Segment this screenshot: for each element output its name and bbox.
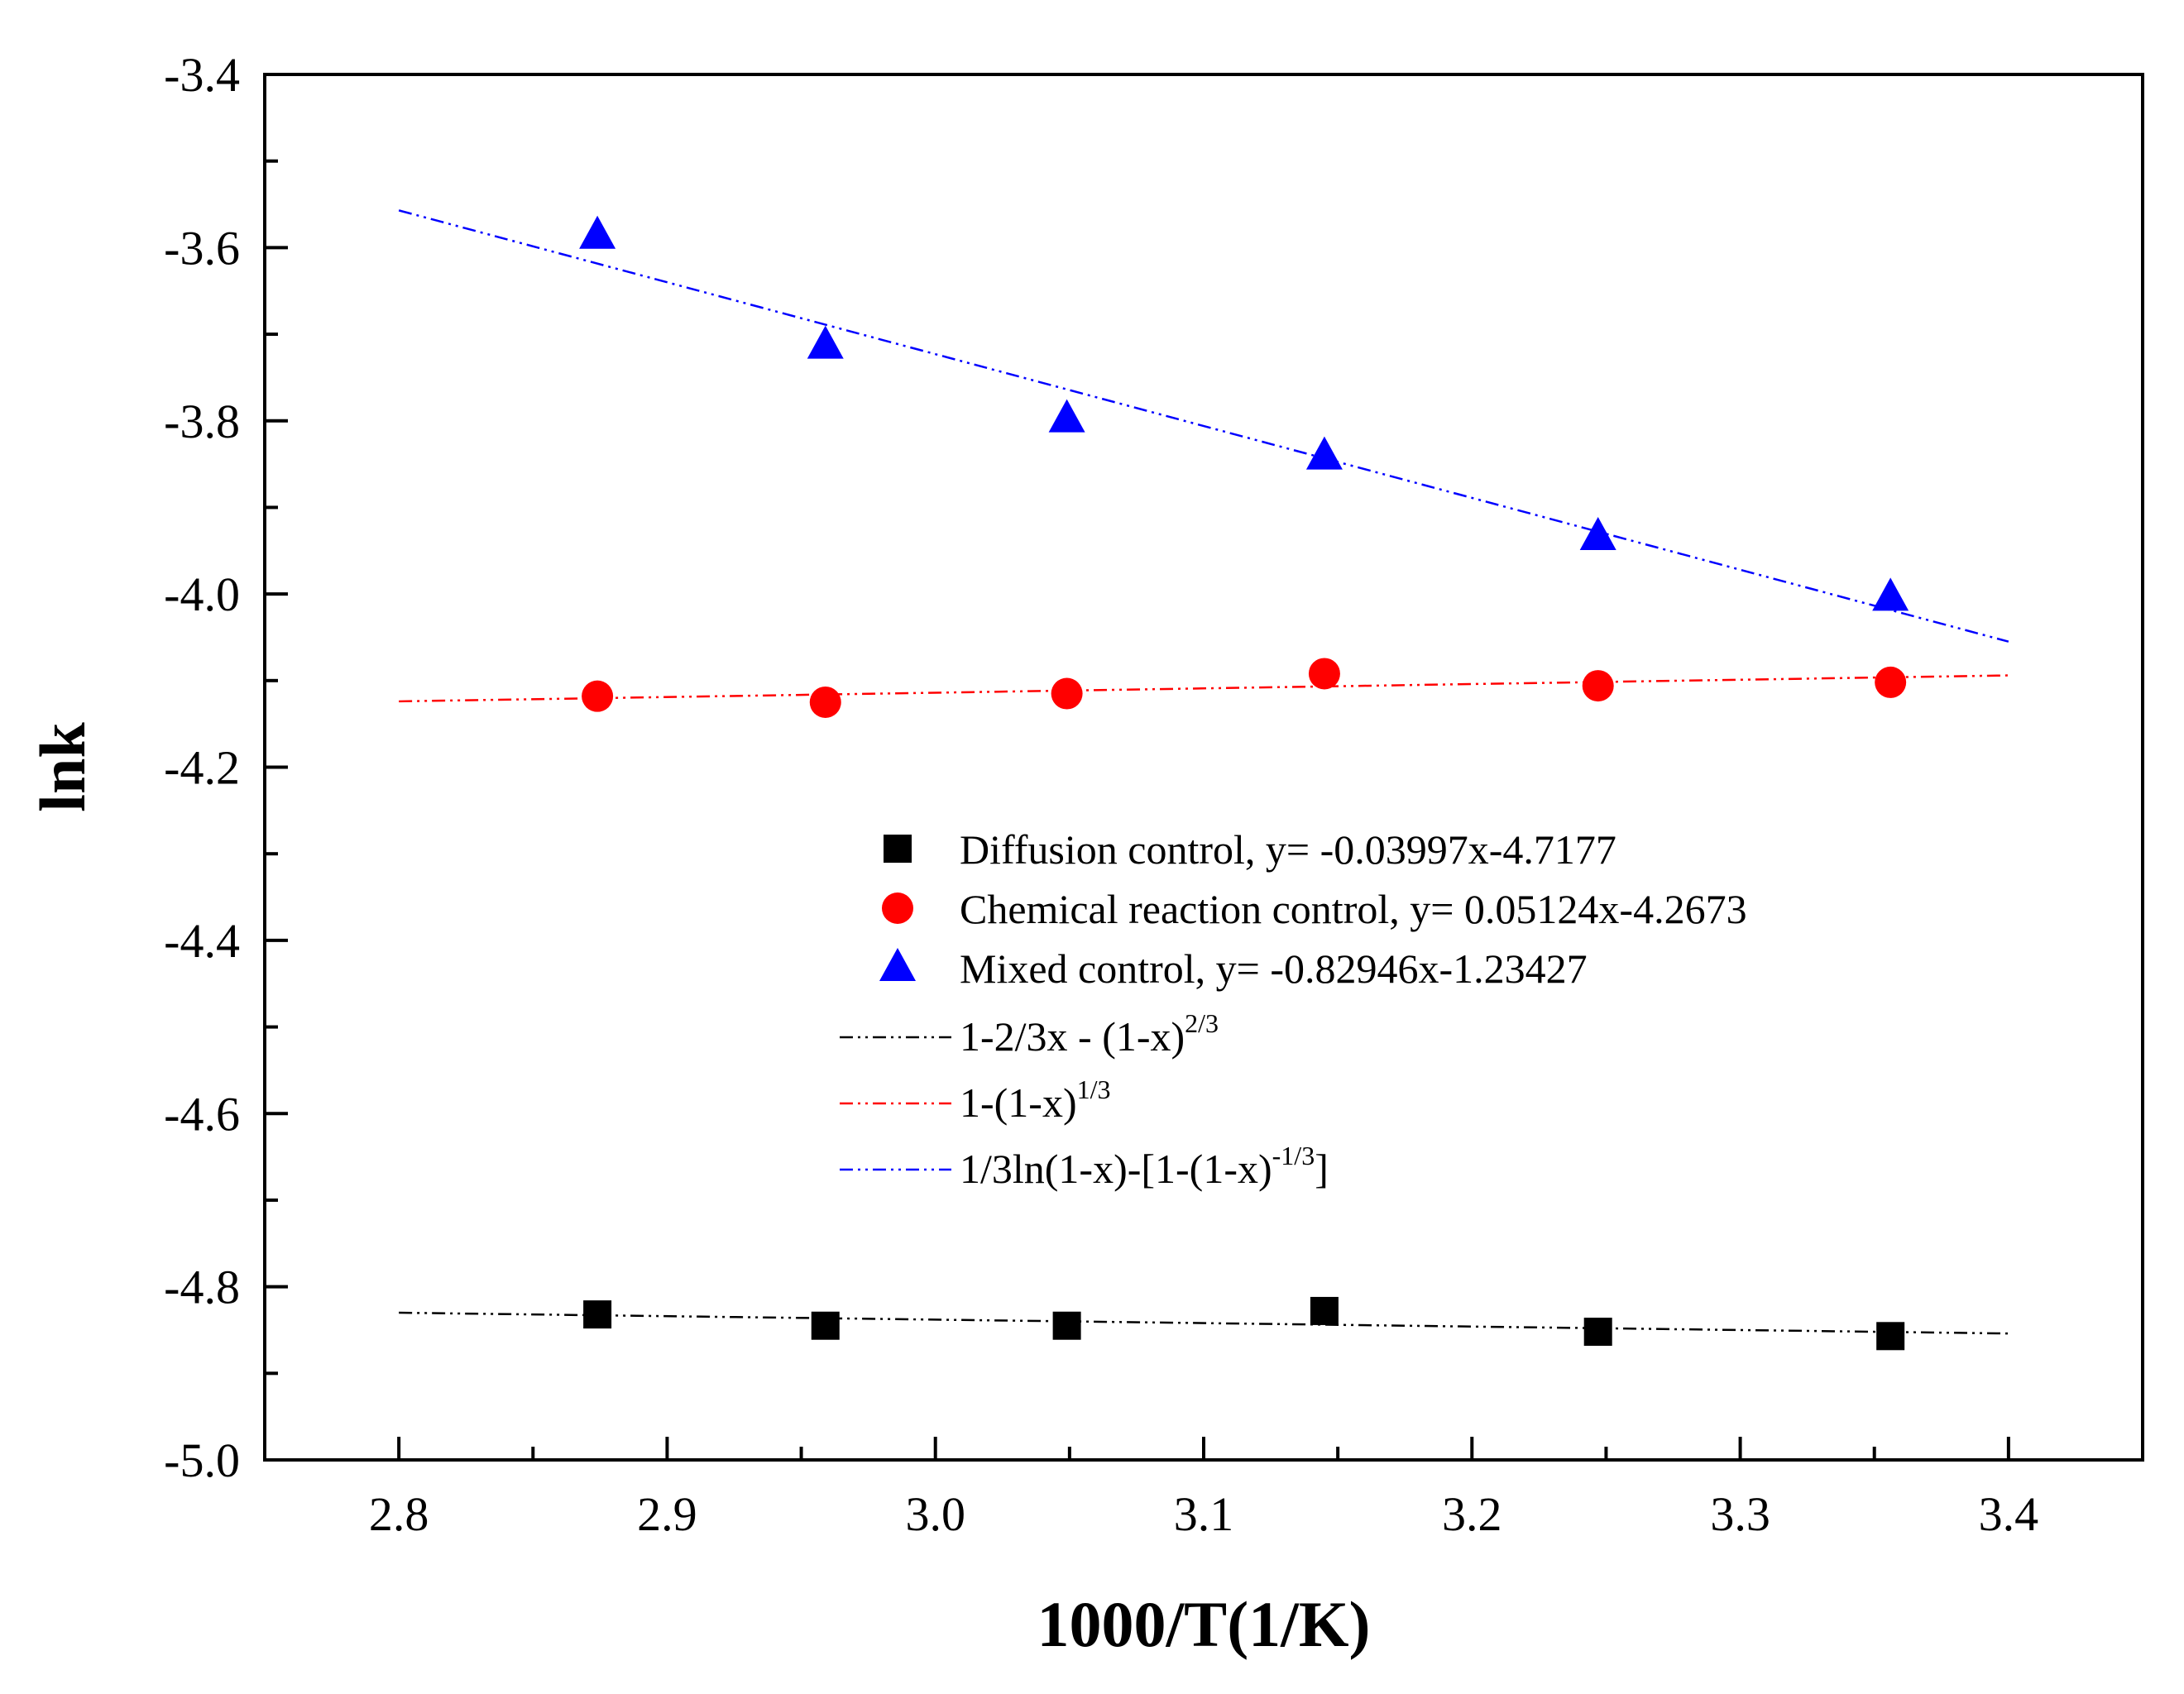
- mixed-control-point: [579, 215, 616, 249]
- chemical-reaction-control-point: [1582, 670, 1614, 702]
- y-axis-title: lnk: [26, 722, 98, 812]
- y-tick-label: -4.8: [164, 1261, 240, 1314]
- x-tick-label: 3.4: [1979, 1487, 2039, 1541]
- chemical-reaction-control-point: [1875, 666, 1907, 698]
- legend-diffusion-fit-label: 1-2/3x - (1-x)2/3: [960, 1008, 1219, 1060]
- x-tick-label: 3.2: [1442, 1487, 1502, 1541]
- y-tick-label: -4.2: [164, 741, 240, 795]
- y-tick-label: -4.0: [164, 567, 240, 621]
- diffusion-fit-line: [399, 1311, 2009, 1335]
- diffusion-control-point: [1310, 1296, 1339, 1325]
- legend-chemical-reaction-control-symbol: [882, 892, 913, 924]
- diffusion-control-point: [583, 1300, 612, 1329]
- y-tick-label: -3.6: [164, 221, 240, 275]
- diffusion-control-point: [1876, 1322, 1905, 1351]
- legend-diffusion-control-symbol: [884, 835, 912, 863]
- diffusion-control-point: [811, 1311, 840, 1340]
- mixed-fit-line: [398, 209, 2009, 643]
- y-tick-label: -4.6: [164, 1087, 240, 1141]
- data-markers: [579, 215, 1909, 1351]
- chemical-reaction-control-point: [582, 680, 614, 712]
- x-axis-title: 1000/T(1/K): [1037, 1588, 1371, 1660]
- y-tick-label: -3.8: [164, 395, 240, 448]
- fit-lines: [398, 209, 2009, 1335]
- diffusion-control-point: [1583, 1318, 1612, 1347]
- legend: Diffusion control, y= -0.03997x-4.7177 Ch…: [840, 826, 1747, 1192]
- legend-mixed-control-label: Mixed control, y= -0.82946x-1.23427: [960, 945, 1588, 992]
- x-tick-label: 3.0: [905, 1487, 965, 1541]
- y-tick-label: -5.0: [164, 1433, 240, 1487]
- y-tick-label: -4.4: [164, 914, 240, 968]
- mixed-control-point: [1579, 517, 1616, 551]
- legend-reaction-fit-label: 1-(1-x)1/3: [960, 1074, 1111, 1126]
- plot-frame: [263, 73, 2144, 1462]
- legend-diffusion-control-label: Diffusion control, y= -0.03997x-4.7177: [960, 826, 1616, 873]
- mixed-control-point: [1048, 399, 1085, 433]
- legend-chemical-reaction-control-label: Chemical reaction control, y= 0.05124x-4…: [960, 886, 1747, 932]
- mixed-control-point: [807, 325, 844, 359]
- x-tick-label: 3.1: [1174, 1487, 1234, 1541]
- y-tick-label: -3.4: [164, 48, 240, 102]
- axis-ticks: 2.8 2.9 3.0 3.1 3.2 3.3 3.4 -3.4 -3.6 -3.8 -4.0 -4.…: [164, 48, 2038, 1541]
- legend-mixed-control-symbol: [879, 948, 916, 981]
- x-tick-label: 3.3: [1710, 1487, 1770, 1541]
- mixed-control-point: [1872, 577, 1909, 611]
- x-tick-label: 2.8: [369, 1487, 429, 1541]
- chemical-reaction-control-point: [809, 686, 841, 718]
- chemical-reaction-control-point: [1051, 677, 1083, 710]
- diffusion-control-point: [1052, 1311, 1081, 1340]
- x-tick-label: 2.9: [637, 1487, 697, 1541]
- legend-mixed-fit-label: 1/3ln(1-x)-[1-(1-x)-1/3]: [960, 1141, 1329, 1192]
- mixed-control-point: [1305, 436, 1343, 470]
- chemical-reaction-control-point: [1308, 658, 1340, 690]
- reaction-fit-line: [399, 674, 2009, 703]
